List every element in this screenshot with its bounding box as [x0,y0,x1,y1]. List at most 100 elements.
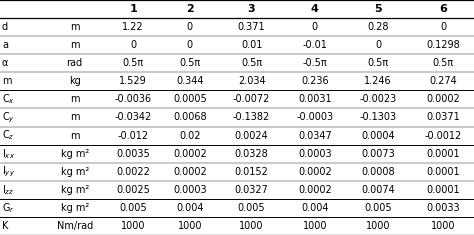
Text: 0.0001: 0.0001 [426,185,460,195]
Text: 0.0347: 0.0347 [298,131,332,141]
Text: 0.0004: 0.0004 [361,131,395,141]
Text: 0.0327: 0.0327 [235,185,269,195]
Text: 0.371: 0.371 [238,22,265,32]
Text: α: α [2,58,8,68]
Text: 1.22: 1.22 [122,22,144,32]
Text: kg m²: kg m² [61,203,89,213]
Text: 0: 0 [130,40,136,50]
Text: 0.005: 0.005 [365,203,392,213]
Text: 0.0002: 0.0002 [173,167,207,177]
Text: 1000: 1000 [178,221,202,231]
Text: rad: rad [67,58,83,68]
Text: kg m²: kg m² [61,185,89,195]
Text: 0.236: 0.236 [301,76,329,86]
Text: 1: 1 [129,4,137,14]
Text: -0.0012: -0.0012 [425,131,462,141]
Text: 0.0035: 0.0035 [116,149,150,159]
Text: 1000: 1000 [431,221,456,231]
Text: 0: 0 [187,40,193,50]
Text: C$_x$: C$_x$ [2,93,15,106]
Text: 0.004: 0.004 [176,203,204,213]
Text: -0.01: -0.01 [302,40,328,50]
Text: -0.0003: -0.0003 [296,113,334,122]
Text: C$_y$: C$_y$ [2,110,15,125]
Text: m: m [70,131,80,141]
Text: I$_{xx}$: I$_{xx}$ [2,147,15,161]
Text: 0.0003: 0.0003 [298,149,332,159]
Text: 0.0001: 0.0001 [426,149,460,159]
Text: 1000: 1000 [121,221,146,231]
Text: m: m [2,76,11,86]
Text: 0.0073: 0.0073 [361,149,395,159]
Text: -0.1382: -0.1382 [233,113,270,122]
Text: 0.0001: 0.0001 [426,167,460,177]
Text: 5: 5 [374,4,382,14]
Text: 0.344: 0.344 [176,76,204,86]
Text: I$_{zz}$: I$_{zz}$ [2,183,14,197]
Text: -0.0036: -0.0036 [115,94,152,104]
Text: 2: 2 [186,4,194,14]
Text: 0.0031: 0.0031 [298,94,332,104]
Text: 0.5π: 0.5π [368,58,389,68]
Text: m: m [70,94,80,104]
Text: kg m²: kg m² [61,167,89,177]
Text: 0: 0 [312,22,318,32]
Text: 6: 6 [439,4,447,14]
Text: 0.0074: 0.0074 [361,185,395,195]
Text: 0.0025: 0.0025 [116,185,150,195]
Text: kg m²: kg m² [61,149,89,159]
Text: 0.02: 0.02 [179,131,201,141]
Text: 0.01: 0.01 [241,40,262,50]
Text: kg: kg [69,76,81,86]
Text: 0.274: 0.274 [429,76,457,86]
Text: 0.0033: 0.0033 [426,203,460,213]
Text: 3: 3 [248,4,255,14]
Text: a: a [2,40,8,50]
Text: 0.0068: 0.0068 [173,113,207,122]
Text: 0.0003: 0.0003 [173,185,207,195]
Text: -0.0072: -0.0072 [233,94,270,104]
Text: 0: 0 [375,40,381,50]
Text: 0.5π: 0.5π [122,58,144,68]
Text: 4: 4 [311,4,319,14]
Text: 0.0008: 0.0008 [361,167,395,177]
Text: 0.005: 0.005 [238,203,265,213]
Text: 1.246: 1.246 [365,76,392,86]
Text: 0: 0 [187,22,193,32]
Text: 0.5π: 0.5π [179,58,201,68]
Text: 0: 0 [440,22,446,32]
Text: G$_r$: G$_r$ [2,201,15,215]
Text: 0.5π: 0.5π [433,58,454,68]
Text: m: m [70,40,80,50]
Text: Nm/rad: Nm/rad [56,221,93,231]
Text: 1000: 1000 [239,221,264,231]
Text: K: K [2,221,8,231]
Text: 0.1298: 0.1298 [426,40,460,50]
Text: 0.5π: 0.5π [241,58,262,68]
Text: 1000: 1000 [366,221,391,231]
Text: m: m [70,22,80,32]
Text: C$_z$: C$_z$ [2,129,15,142]
Text: 1000: 1000 [303,221,327,231]
Text: 0.0002: 0.0002 [298,167,332,177]
Text: -0.012: -0.012 [118,131,149,141]
Text: -0.1303: -0.1303 [360,113,397,122]
Text: I$_{yy}$: I$_{yy}$ [2,164,15,179]
Text: 1.529: 1.529 [119,76,147,86]
Text: 0.0005: 0.0005 [173,94,207,104]
Text: d: d [2,22,8,32]
Text: 0.0371: 0.0371 [426,113,460,122]
Text: 0.0152: 0.0152 [235,167,269,177]
Text: 0.28: 0.28 [367,22,389,32]
Text: -0.5π: -0.5π [302,58,327,68]
Text: m: m [70,113,80,122]
Text: 0.0024: 0.0024 [235,131,268,141]
Text: -0.0023: -0.0023 [360,94,397,104]
Text: 0.0022: 0.0022 [116,167,150,177]
Text: 0.004: 0.004 [301,203,328,213]
Text: 0.0328: 0.0328 [235,149,268,159]
Text: 0.0002: 0.0002 [426,94,460,104]
Text: 0.0002: 0.0002 [298,185,332,195]
Text: 0.005: 0.005 [119,203,147,213]
Text: 0.0002: 0.0002 [173,149,207,159]
